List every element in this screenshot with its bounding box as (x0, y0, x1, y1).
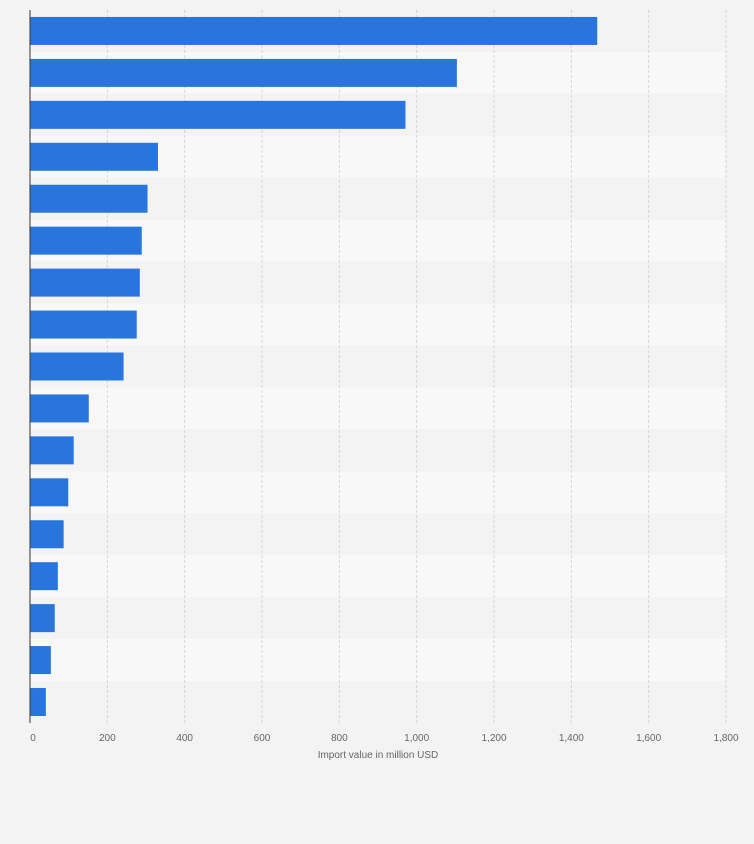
x-tick-label: 1,600 (636, 733, 661, 744)
x-tick-label: 200 (99, 733, 116, 744)
x-tick-label: 1,200 (481, 733, 506, 744)
bar[interactable] (30, 520, 64, 549)
bar[interactable] (30, 562, 58, 591)
row-band (30, 219, 726, 262)
x-tick-label: 1,800 (713, 733, 738, 744)
row-band (30, 387, 726, 430)
bar[interactable] (30, 16, 598, 45)
bar[interactable] (30, 142, 158, 171)
bar[interactable] (30, 394, 89, 423)
x-axis-ticks: 0 200 400 600 800 1,000 1,200 1,400 1,600 1,800 (30, 733, 739, 744)
bar[interactable] (30, 352, 124, 381)
bar[interactable] (30, 226, 142, 255)
row-band (30, 345, 726, 388)
x-tick-label: 1,400 (559, 733, 584, 744)
x-tick-label: 800 (331, 733, 348, 744)
row-band (30, 471, 726, 514)
bar[interactable] (30, 268, 140, 297)
bar[interactable] (30, 184, 148, 213)
x-tick-label: 0 (30, 733, 36, 744)
row-band (30, 261, 726, 304)
row-band (30, 597, 726, 640)
bars (30, 16, 598, 717)
bar[interactable] (30, 100, 406, 129)
row-band (30, 639, 726, 682)
bar[interactable] (30, 646, 51, 675)
row-band (30, 429, 726, 472)
bar[interactable] (30, 604, 55, 633)
row-band (30, 681, 726, 723)
x-tick-label: 400 (176, 733, 193, 744)
bar[interactable] (30, 688, 46, 717)
x-axis-title: Import value in million USD (318, 750, 439, 761)
bar[interactable] (30, 310, 137, 339)
bar[interactable] (30, 436, 74, 465)
x-tick-label: 1,000 (404, 733, 429, 744)
row-band (30, 513, 726, 556)
x-tick-label: 600 (254, 733, 271, 744)
bar[interactable] (30, 478, 69, 507)
row-band (30, 555, 726, 598)
bar[interactable] (30, 58, 457, 87)
row-band (30, 303, 726, 346)
